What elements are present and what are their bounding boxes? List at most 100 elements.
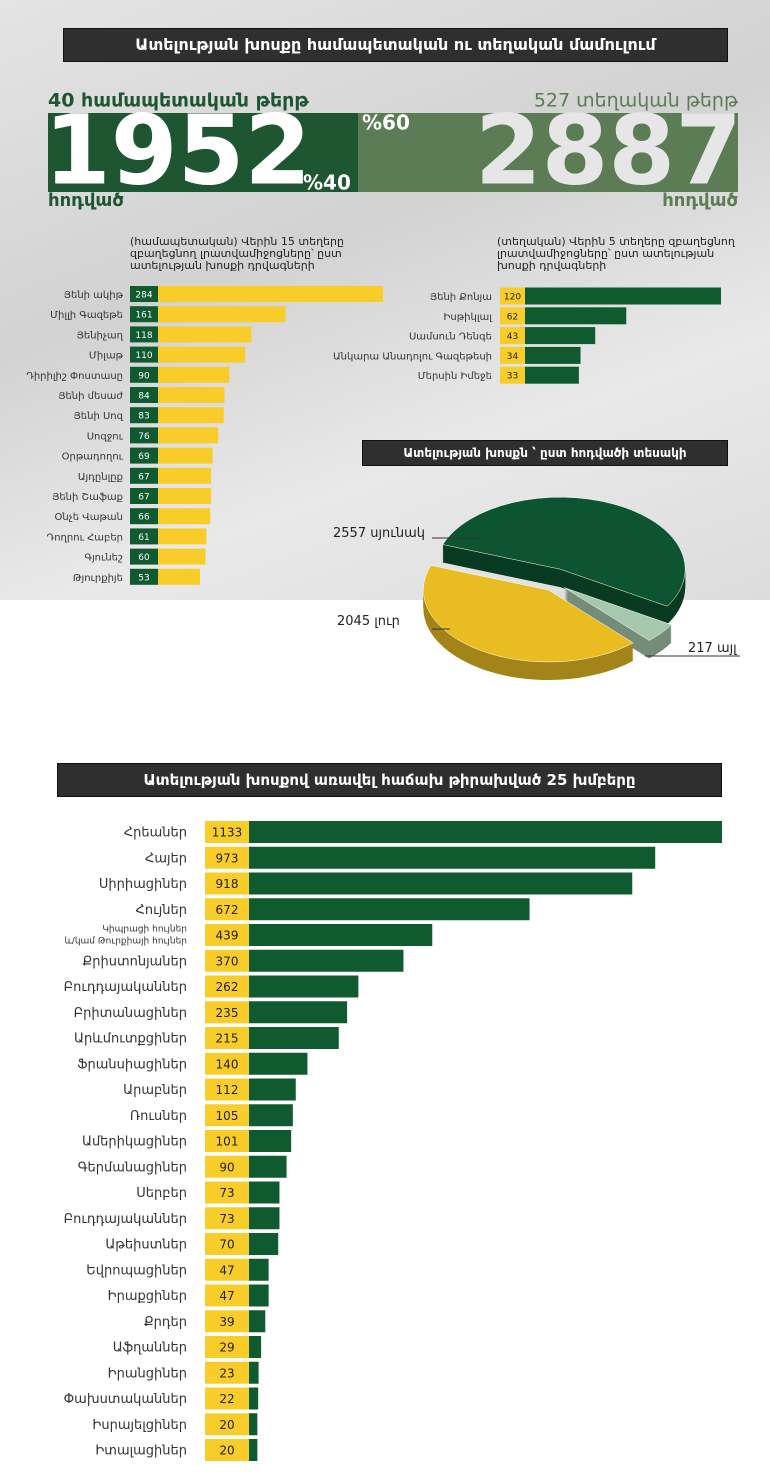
pie-category: լուր [374, 614, 400, 629]
category-label: Յենի Քոնյա [430, 292, 492, 303]
value-label: 215 [216, 1032, 239, 1046]
category-label: Օրթադողու [62, 452, 124, 463]
bar [249, 846, 656, 869]
local-block [358, 113, 738, 192]
category-label: Փախստականներ [64, 1392, 187, 1407]
pie-label: 2557 սյունակ [333, 526, 425, 541]
bar [249, 1439, 258, 1461]
pie-category: այլ [717, 641, 737, 656]
value-label: 33 [507, 372, 518, 382]
category-label: Դողրու Հաբեր [47, 532, 123, 543]
bar [158, 528, 207, 545]
bar [249, 975, 359, 998]
value-label: 140 [216, 1057, 239, 1071]
value-label-box [205, 1233, 249, 1255]
category-label: Յենի մեսաժ [58, 391, 123, 402]
pie-slice [564, 587, 672, 641]
bar [158, 306, 286, 323]
value-label: 370 [216, 954, 239, 968]
category-label: Թյուրքիյե [73, 573, 123, 584]
value-label-box [205, 1104, 249, 1127]
value-label-box [205, 949, 249, 972]
category-label: Յենի Շաֆաք [52, 492, 123, 503]
category-label: Արաբներ [123, 1083, 187, 1098]
value-label-box [130, 387, 158, 403]
value-label: 105 [216, 1109, 239, 1123]
category-label: Այդընլըք [78, 472, 123, 483]
bar [249, 1233, 279, 1255]
bar [249, 1207, 280, 1230]
value-label: 161 [135, 311, 152, 321]
value-label-box [205, 1361, 249, 1384]
value-label-box [205, 1001, 249, 1024]
value-label-box [205, 1181, 249, 1204]
value-label: 110 [135, 351, 152, 361]
bar [158, 508, 211, 525]
local-articles: 2887 [475, 94, 742, 206]
value-label: 20 [219, 1444, 234, 1458]
bar [249, 1155, 287, 1178]
category-label: Միլաթ [89, 351, 124, 362]
bar [249, 821, 722, 843]
category-label: Իսթիկլալ [444, 312, 494, 323]
bar [249, 1001, 348, 1024]
category-label: Ամերիկացիներ [82, 1135, 187, 1150]
category-label: Հայեր [145, 851, 187, 866]
value-label-box [130, 366, 158, 383]
value-label-box [205, 1078, 249, 1101]
value-label: 439 [216, 929, 239, 943]
bar [249, 1130, 292, 1152]
bar [158, 447, 213, 464]
value-label-box [205, 1130, 249, 1152]
value-label-box [130, 326, 158, 343]
local-share: %60 [362, 111, 410, 135]
value-label-box [130, 427, 158, 444]
category-label: Յենի Սոզ [74, 411, 124, 422]
value-label-box [205, 1284, 249, 1307]
value-label: 76 [138, 432, 150, 442]
value-label-box [205, 1207, 249, 1230]
bar [158, 326, 252, 343]
category-label: Բրիտանացիներ [74, 1006, 187, 1021]
value-label-box [205, 1027, 249, 1049]
value-label: 101 [216, 1135, 239, 1149]
category-label: Դիրիլիշ Փոստասը [26, 371, 123, 382]
category-label: Գերմանացիներ [78, 1160, 187, 1175]
pie-value: 217 [688, 641, 713, 656]
bar [158, 346, 246, 363]
value-label: 84 [138, 392, 150, 402]
value-label: 66 [138, 513, 150, 523]
pie-label: 217 այլ [688, 641, 737, 656]
value-label: 918 [216, 877, 239, 891]
value-label-box [130, 508, 158, 525]
value-label-box [205, 1155, 249, 1178]
bar [158, 387, 225, 403]
bar [249, 1361, 259, 1384]
category-label: և/կամ Թուրքիայի հույներ [64, 937, 187, 947]
value-label: 70 [219, 1238, 234, 1252]
bar [249, 1387, 259, 1410]
pie-slice [442, 496, 686, 607]
national-share: %40 [303, 171, 351, 195]
local-unit: հոդված [662, 190, 738, 211]
value-label: 47 [219, 1289, 234, 1303]
value-label: 112 [216, 1083, 239, 1097]
value-label-box [205, 1336, 249, 1358]
category-label: Յենիչաղ [77, 330, 124, 341]
bar [158, 286, 383, 302]
pie-category: սյունակ [370, 526, 425, 541]
value-label: 34 [507, 352, 519, 362]
value-label: 67 [138, 493, 149, 503]
category-label: Սերբեր [136, 1186, 187, 1201]
value-label: 73 [219, 1212, 234, 1226]
bar [525, 287, 721, 305]
value-label-box [130, 488, 158, 504]
value-label: 61 [138, 533, 149, 543]
value-label: 284 [135, 291, 152, 301]
category-label: Քրիստոնյաներ [82, 954, 187, 969]
value-label: 90 [138, 371, 150, 381]
value-label-box [130, 467, 158, 484]
value-label-box [500, 366, 525, 384]
bar [249, 1413, 258, 1436]
